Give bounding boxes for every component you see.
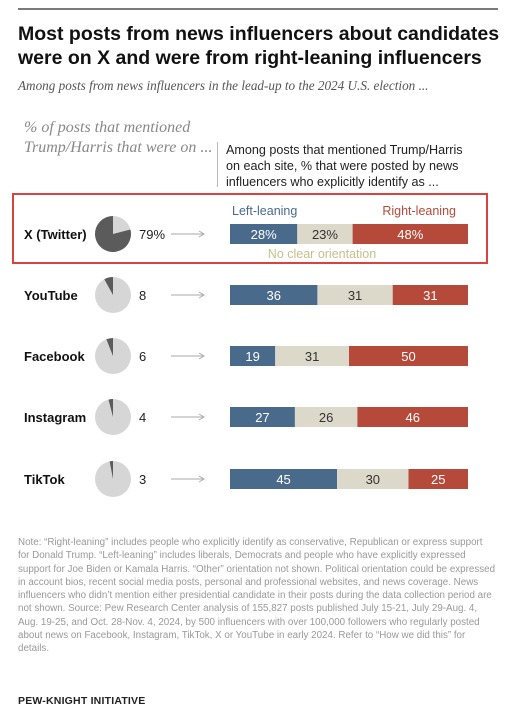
bar-middle [337, 469, 409, 489]
legend-middle: No clear orientation [268, 247, 376, 261]
bar-label-right: 46 [405, 410, 419, 425]
row-arrow-head [198, 475, 205, 483]
bar-right [349, 346, 468, 366]
row-arrow-head [198, 352, 205, 360]
chart-svg: X (Twitter) 79% 28% 23% 48%YouTube 8 36 31 31Fac… [24, 204, 468, 497]
bar-right [392, 285, 468, 305]
bar-label-left: 19 [245, 349, 259, 364]
share-label: 3 [139, 472, 146, 487]
bar-label-middle: 26 [319, 410, 333, 425]
bar-label-left: 27 [255, 410, 269, 425]
share-label: 79% [139, 227, 165, 242]
legend-right: Right-leaning [382, 204, 456, 218]
bar-label-middle: 30 [366, 472, 380, 487]
platform-label: YouTube [24, 288, 78, 303]
bar-middle [317, 285, 393, 305]
row-arrow-head [198, 413, 205, 421]
bar-middle [294, 407, 358, 427]
source-notes: Note: “Right-leaning” includes people wh… [18, 537, 496, 655]
bar-left [230, 346, 276, 366]
share-label: 4 [139, 410, 146, 425]
bar-middle [275, 346, 349, 366]
chart-title: Most posts from news influencers about c… [18, 23, 500, 69]
pie-share-slice [109, 461, 113, 479]
bar-label-left: 45 [276, 472, 290, 487]
bar-label-middle: 23% [312, 227, 338, 242]
highlight-box-x [12, 193, 488, 264]
pie-share-slice [94, 216, 131, 252]
row-arrow-head [198, 230, 205, 238]
top-rule [18, 8, 498, 10]
label-bracket [217, 142, 218, 187]
bar-left [230, 224, 298, 244]
bar-left [230, 469, 338, 489]
bar-label-left: 28% [251, 227, 277, 242]
orientation-column-label: Among posts that mentioned Trump/Harris … [226, 143, 463, 189]
share-label: 6 [139, 349, 146, 364]
bar-label-middle: 31 [305, 349, 319, 364]
bar-label-middle: 31 [348, 288, 362, 303]
footer-credit: PEW-KNIGHT INITIATIVE [18, 695, 146, 707]
pie-share-slice [108, 399, 113, 417]
bar-right [357, 407, 468, 427]
bar-label-left: 36 [266, 288, 280, 303]
chart-subtitle: Among posts from news influencers in the… [18, 78, 429, 93]
platform-label: TikTok [24, 472, 65, 487]
pie-share-slice [106, 338, 113, 356]
bar-middle [297, 224, 353, 244]
share-label: 8 [139, 288, 146, 303]
platform-label: X (Twitter) [24, 227, 87, 242]
bar-left [230, 407, 295, 427]
row-arrow-head [198, 291, 205, 299]
bar-label-right: 31 [423, 288, 437, 303]
bar-right [352, 224, 468, 244]
share-column-label: % of posts that mentioned Trump/Harris t… [24, 119, 213, 156]
bar-right [408, 469, 468, 489]
bar-label-right: 48% [397, 227, 423, 242]
platform-label: Facebook [24, 349, 85, 364]
bar-label-right: 50 [401, 349, 415, 364]
platform-label: Instagram [24, 410, 86, 425]
pie-share-slice [104, 277, 113, 295]
bar-left [230, 285, 318, 305]
bar-label-right: 25 [431, 472, 445, 487]
legend-left: Left-leaning [232, 204, 297, 218]
